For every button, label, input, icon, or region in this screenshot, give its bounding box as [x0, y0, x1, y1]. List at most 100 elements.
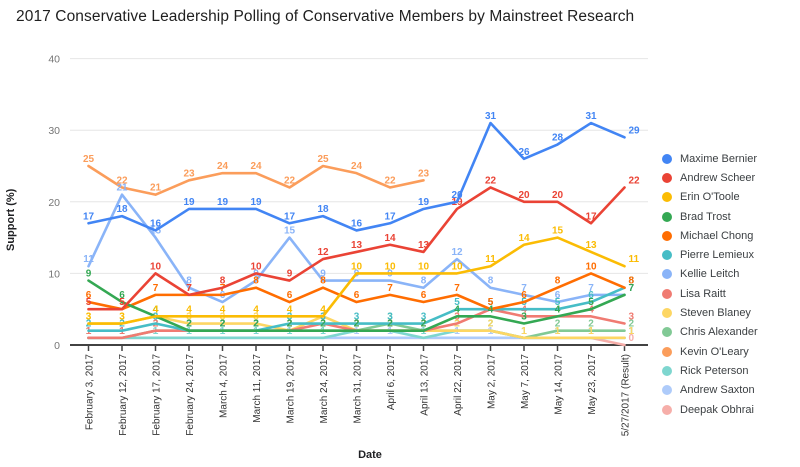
series-line-andrew-scheer [87, 186, 626, 311]
point-label: 2 [220, 319, 226, 330]
point-label: 24 [250, 161, 262, 172]
point-label: 24 [351, 161, 363, 172]
legend-label: Maxime Bernier [680, 152, 758, 165]
point-label: 8 [421, 276, 427, 287]
point-label: 4 [320, 304, 326, 315]
legend-item-erin-o-toole: Erin O'Toole [662, 188, 758, 207]
point-label: 29 [629, 125, 641, 136]
point-label: 5 [119, 297, 125, 308]
point-label: 4 [220, 304, 226, 315]
point-label: 26 [518, 147, 530, 158]
point-label: 20 [518, 190, 530, 201]
legend-label: Michael Chong [680, 229, 754, 242]
point-label: 20 [451, 190, 463, 201]
point-label: 4 [454, 304, 460, 315]
legend-item-pierre-lemieux: Pierre Lemieux [662, 245, 758, 264]
point-label: 6 [354, 290, 360, 301]
legend-label: Kellie Leitch [680, 268, 740, 281]
point-label: 4 [287, 304, 293, 315]
point-label: 7 [629, 283, 635, 294]
point-label: 8 [629, 276, 635, 287]
point-label: 4 [153, 304, 159, 315]
legend-label: Chris Alexander [680, 326, 758, 339]
legend-item-deepak-obhrai: Deepak Obhrai [662, 400, 758, 419]
point-label: 20 [552, 190, 564, 201]
point-label: 24 [217, 161, 229, 172]
legend-label: Andrew Scheer [680, 171, 756, 184]
series-line-brad-trost [87, 279, 626, 332]
point-label: 9 [86, 269, 92, 280]
legend-item-maxime-bernier: Maxime Bernier [662, 149, 758, 168]
point-label: 16 [150, 218, 162, 229]
legend-item-michael-chong: Michael Chong [662, 226, 758, 245]
point-label: 7 [387, 283, 393, 294]
point-label: 1 [521, 326, 527, 337]
y-tick-label: 0 [54, 340, 60, 352]
point-label: 1 [521, 326, 527, 337]
point-label: 6 [421, 290, 427, 301]
x-tick-label: March 4, 2017 [219, 354, 230, 418]
point-label: 8 [555, 276, 561, 287]
point-label: 22 [384, 175, 396, 186]
point-label: 5 [588, 297, 594, 308]
point-label: 4 [186, 304, 192, 315]
point-label: 5 [488, 297, 494, 308]
point-label: 8 [186, 276, 192, 287]
series-line-erin-o-toole [87, 236, 626, 325]
point-label: 13 [418, 240, 430, 251]
point-label: 19 [183, 197, 195, 208]
point-label: 3 [119, 312, 125, 323]
legend-item-andrew-scheer: Andrew Scheer [662, 168, 758, 187]
legend-color-dot [662, 172, 672, 183]
point-label: 23 [418, 168, 430, 179]
point-label: 1 [629, 326, 635, 337]
point-label: 3 [521, 312, 527, 323]
legend-color-dot [662, 192, 672, 203]
point-label: 7 [521, 283, 527, 294]
point-label: 15 [284, 226, 296, 237]
legend-label: Andrew Saxton [680, 384, 755, 397]
point-label: 7 [629, 283, 635, 294]
point-label: 9 [320, 269, 326, 280]
point-label: 7 [153, 283, 159, 294]
point-label: 2 [287, 319, 293, 330]
point-label: 10 [585, 261, 597, 272]
point-label: 17 [83, 211, 95, 222]
x-tick-label: April 6, 2017 [386, 354, 397, 411]
point-label: 2 [555, 319, 561, 330]
x-tick-label: March 19, 2017 [286, 354, 297, 424]
x-tick-label: April 22, 2017 [453, 354, 464, 416]
x-tick-label: March 24, 2017 [319, 354, 330, 424]
point-label: 22 [284, 175, 296, 186]
point-label: 3 [86, 312, 92, 323]
point-label: 14 [518, 233, 530, 244]
point-label: 15 [552, 226, 564, 237]
series-line-pierre-lemieux [87, 286, 626, 332]
point-label: 3 [86, 312, 92, 323]
point-label: 0 [629, 333, 635, 344]
point-label: 4 [320, 304, 326, 315]
x-tick-label: April 13, 2017 [420, 354, 431, 416]
point-label: 6 [119, 290, 125, 301]
legend-color-dot [662, 346, 672, 357]
point-label: 4 [488, 304, 494, 315]
legend-item-steven-blaney: Steven Blaney [662, 303, 758, 322]
point-label: 23 [183, 168, 195, 179]
point-label: 1 [588, 326, 594, 337]
point-label: 8 [253, 276, 259, 287]
point-label: 5 [488, 297, 494, 308]
x-tick-label: February 17, 2017 [152, 354, 163, 436]
point-label: 5 [454, 297, 460, 308]
legend-color-dot [662, 288, 672, 299]
point-label: 25 [83, 154, 95, 165]
point-label: 1 [521, 326, 527, 337]
point-label: 3 [421, 312, 427, 323]
legend-item-andrew-saxton: Andrew Saxton [662, 381, 758, 400]
x-axis-title: Date [358, 449, 382, 461]
point-label: 2 [320, 319, 326, 330]
legend-item-chris-alexander: Chris Alexander [662, 323, 758, 342]
legend-label: Pierre Lemieux [680, 249, 754, 262]
x-tick-label: May 14, 2017 [554, 354, 565, 415]
point-label: 2 [354, 319, 360, 330]
